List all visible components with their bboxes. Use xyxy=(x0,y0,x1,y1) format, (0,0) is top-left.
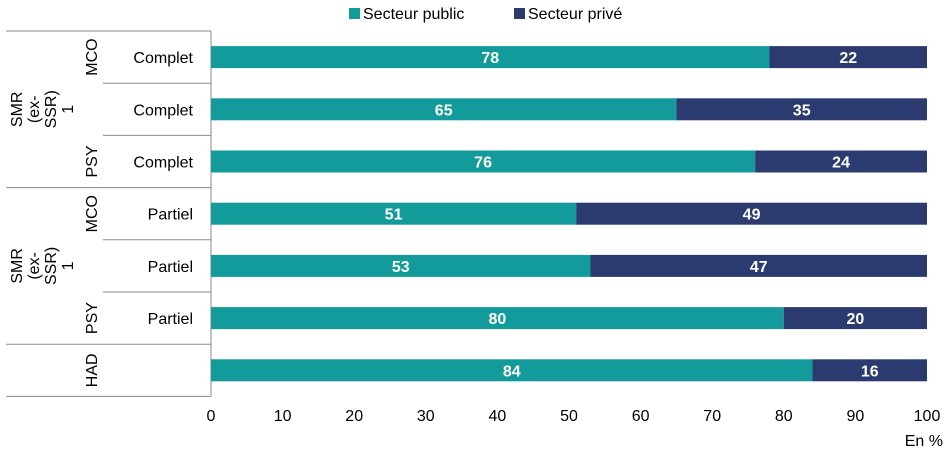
group-label: PSY xyxy=(84,145,101,177)
bar-secteur-public xyxy=(211,150,756,173)
category-label: Complet xyxy=(133,155,193,172)
category-label: Complet xyxy=(133,50,193,67)
category-label: Partiel xyxy=(148,207,193,224)
data-label: 76 xyxy=(474,155,492,172)
x-tick-label: 100 xyxy=(914,408,941,425)
data-label: 53 xyxy=(392,259,410,276)
data-label: 47 xyxy=(750,259,768,276)
legend: Secteur public Secteur privé xyxy=(349,6,622,23)
category-label: Complet xyxy=(133,102,193,119)
data-label: 35 xyxy=(793,102,811,119)
legend-label: Secteur public xyxy=(363,6,464,23)
bar-secteur-prive xyxy=(769,46,927,69)
x-axis: 0 10 20 30 40 50 60 70 80 90 100 xyxy=(207,408,941,425)
data-label: 80 xyxy=(489,311,507,328)
bar-secteur-prive xyxy=(812,359,927,382)
group-label: HAD xyxy=(84,353,101,387)
bar-secteur-prive xyxy=(783,307,927,330)
category-labels: Complet Complet Complet Partiel Partiel Parti… xyxy=(133,50,193,328)
x-tick-label: 60 xyxy=(632,408,650,425)
x-tick-label: 80 xyxy=(775,408,793,425)
data-labels: 78 22 65 35 76 24 51 49 53 47 80 20 84 16 xyxy=(385,50,879,380)
data-label: 51 xyxy=(385,207,403,224)
x-tick-label: 10 xyxy=(274,408,292,425)
x-tick-label: 40 xyxy=(489,408,507,425)
data-label: 22 xyxy=(839,50,857,67)
data-label: 84 xyxy=(503,363,521,380)
data-label: 78 xyxy=(481,50,499,67)
data-label: 49 xyxy=(743,207,761,224)
data-label: 16 xyxy=(861,363,879,380)
x-tick-label: 30 xyxy=(417,408,435,425)
group-label: PSY xyxy=(84,302,101,334)
bar-secteur-public xyxy=(211,254,591,277)
data-label: 65 xyxy=(435,102,453,119)
bar-secteur-prive xyxy=(676,98,927,121)
bar-secteur-public xyxy=(211,98,677,121)
bar-secteur-prive xyxy=(755,150,927,173)
x-tick-label: 0 xyxy=(207,408,216,425)
bar-secteur-public xyxy=(211,202,577,225)
data-label: 20 xyxy=(847,311,865,328)
x-tick-label: 90 xyxy=(847,408,865,425)
bar-secteur-public xyxy=(211,359,813,382)
x-tick-label: 50 xyxy=(560,408,578,425)
group-label: MCO xyxy=(84,38,101,75)
bar-secteur-public xyxy=(211,46,770,69)
bar-secteur-public xyxy=(211,307,784,330)
x-tick-label: 70 xyxy=(703,408,721,425)
data-label: 24 xyxy=(832,155,850,172)
category-label: Partiel xyxy=(148,311,193,328)
bar-secteur-prive xyxy=(590,254,927,277)
legend-label: Secteur privé xyxy=(528,6,622,23)
legend-swatch-public xyxy=(349,8,360,19)
x-tick-label: 20 xyxy=(345,408,363,425)
x-axis-label: En % xyxy=(905,433,943,450)
group-labels: MCO SMR(ex-SSR)1 PSY MCO SMR(ex-SSR)1 PSY HAD xyxy=(9,38,101,387)
group-label: SMR(ex-SSR)1 xyxy=(9,247,77,285)
bar-secteur-prive xyxy=(576,202,927,225)
legend-swatch-prive xyxy=(514,8,525,19)
bars xyxy=(211,46,927,382)
group-label: SMR(ex-SSR)1 xyxy=(9,90,77,128)
category-label: Partiel xyxy=(148,259,193,276)
group-label: MCO xyxy=(84,195,101,232)
